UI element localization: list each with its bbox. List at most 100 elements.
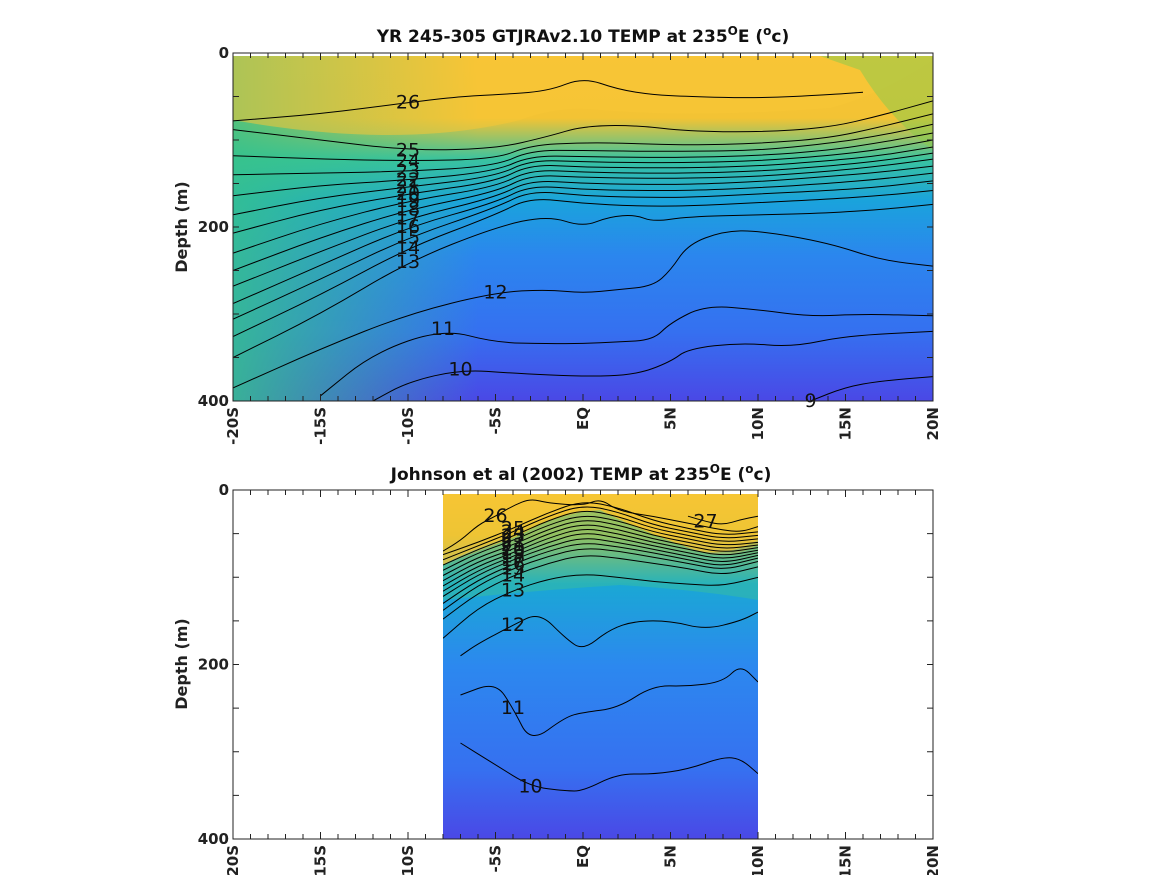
contour-line-10 (460, 742, 758, 792)
contour-label-17: 17 (501, 549, 525, 571)
contour-line-12 (233, 230, 933, 389)
x-tick-label: 5N (662, 407, 680, 430)
contour-line-16 (233, 172, 933, 305)
contour-line-22 (233, 132, 933, 197)
y-tick-label: 200 (198, 656, 229, 674)
contour-label-24: 24 (396, 150, 420, 172)
contour-line-10 (372, 330, 933, 401)
contour-line-11 (320, 306, 933, 397)
contour-label-19: 19 (501, 542, 525, 564)
contour-line-14 (233, 190, 933, 338)
contour-line-22 (443, 515, 758, 571)
panel1-x-axis: -20S -15S -10S -5S EQ 5N 10N 15N 20N (224, 53, 942, 445)
contour-label-27: 27 (693, 510, 717, 532)
contour-label-17: 17 (396, 207, 420, 229)
contour-label-26: 26 (396, 92, 420, 114)
x-tick-label: 20N (924, 845, 942, 875)
contour-label-16: 16 (501, 553, 525, 575)
contour-label-21: 21 (501, 534, 525, 556)
x-tick-label: 20N (924, 407, 942, 440)
contour-line-27 (687, 515, 758, 525)
x-tick-label: 15N (837, 845, 855, 875)
contour-line-13 (233, 203, 933, 358)
contour-line-20 (443, 524, 758, 582)
contour-line-25 (443, 502, 758, 556)
contour-label-10: 10 (448, 359, 472, 381)
contour-line-11 (460, 668, 758, 736)
contour-line-23 (233, 123, 933, 176)
y-tick-label: 200 (198, 218, 229, 236)
x-tick-label: -10S (399, 845, 417, 875)
x-tick-label: -5S (487, 845, 505, 872)
x-tick-label: -10S (399, 407, 417, 445)
contour-line-16 (443, 543, 758, 604)
panel2-x-axis: -20S -15S -10S -5S EQ 5N 10N 15N 20N (224, 490, 942, 875)
x-tick-label: EQ (574, 845, 592, 868)
contour-line-20 (233, 146, 933, 234)
panel1-heatmap (233, 56, 933, 401)
contour-line-21 (443, 520, 758, 576)
x-tick-label: 5N (662, 845, 680, 868)
panel1-y-axis: 0 200 400 (198, 44, 933, 410)
contour-label-13: 13 (396, 251, 420, 273)
panel2-y-axis: 0 200 400 (198, 481, 933, 848)
contour-label-14: 14 (396, 237, 420, 259)
y-tick-label: 0 (219, 44, 229, 62)
contour-line-26 (233, 80, 864, 122)
contour-line-18 (233, 158, 933, 271)
contour-line-25 (233, 100, 933, 151)
x-tick-label: -20S (224, 845, 242, 875)
x-tick-label: EQ (574, 407, 592, 430)
panel1-y-label: Depth (m) (172, 181, 191, 273)
contour-label-20: 20 (501, 538, 525, 560)
contour-label-11: 11 (431, 318, 455, 340)
panel2-contours (443, 499, 758, 792)
contour-line-21 (233, 139, 933, 216)
contour-label-18: 18 (396, 199, 420, 221)
contour-label-25: 25 (501, 517, 525, 539)
x-tick-label: -20S (224, 407, 242, 445)
contour-label-22: 22 (501, 530, 525, 552)
x-tick-label: -15S (312, 407, 330, 445)
contour-label-16: 16 (396, 216, 420, 238)
contour-label-19: 19 (396, 190, 420, 212)
contour-label-18: 18 (501, 545, 525, 567)
contour-label-24: 24 (501, 521, 525, 543)
contour-line-15 (443, 548, 758, 611)
contour-label-12: 12 (483, 281, 507, 303)
contour-label-22: 22 (396, 169, 420, 191)
panel1-contours (233, 80, 933, 401)
y-tick-label: 400 (198, 830, 229, 848)
contour-line-24 (233, 113, 933, 161)
contour-line-17 (443, 538, 758, 597)
panel-model-temperature: YR 245-305 GTJRAv2.10 TEMP at 235OE (oc)… (172, 24, 942, 445)
contour-label-15: 15 (396, 226, 420, 248)
contour-line-23 (443, 510, 758, 566)
contour-line-13 (443, 574, 758, 639)
contour-line-14 (443, 555, 758, 620)
contour-label-23: 23 (501, 525, 525, 547)
contour-label-15: 15 (501, 558, 525, 580)
contour-label-13: 13 (501, 579, 525, 601)
contour-label-20: 20 (396, 183, 420, 205)
contour-label-11: 11 (501, 697, 525, 719)
panel2-heatmap (443, 494, 758, 839)
x-tick-label: 15N (837, 407, 855, 440)
panel1-title: YR 245-305 GTJRAv2.10 TEMP at 235OE (oc) (376, 24, 790, 47)
panel-observed-temperature: Johnson et al (2002) TEMP at 235OE (oc) … (172, 462, 942, 875)
y-tick-label: 0 (219, 481, 229, 499)
x-tick-label: 10N (749, 845, 767, 875)
y-tick-label: 400 (198, 392, 229, 410)
contour-line-19 (233, 152, 933, 254)
contour-label-25: 25 (396, 139, 420, 161)
contour-line-12 (460, 611, 758, 657)
contour-line-17 (233, 165, 933, 287)
contour-label-23: 23 (396, 160, 420, 182)
contour-label-12: 12 (501, 614, 525, 636)
panel2-y-label: Depth (m) (172, 618, 191, 710)
contour-line-18 (443, 533, 758, 592)
contour-line-24 (443, 506, 758, 561)
x-tick-label: -5S (487, 407, 505, 434)
